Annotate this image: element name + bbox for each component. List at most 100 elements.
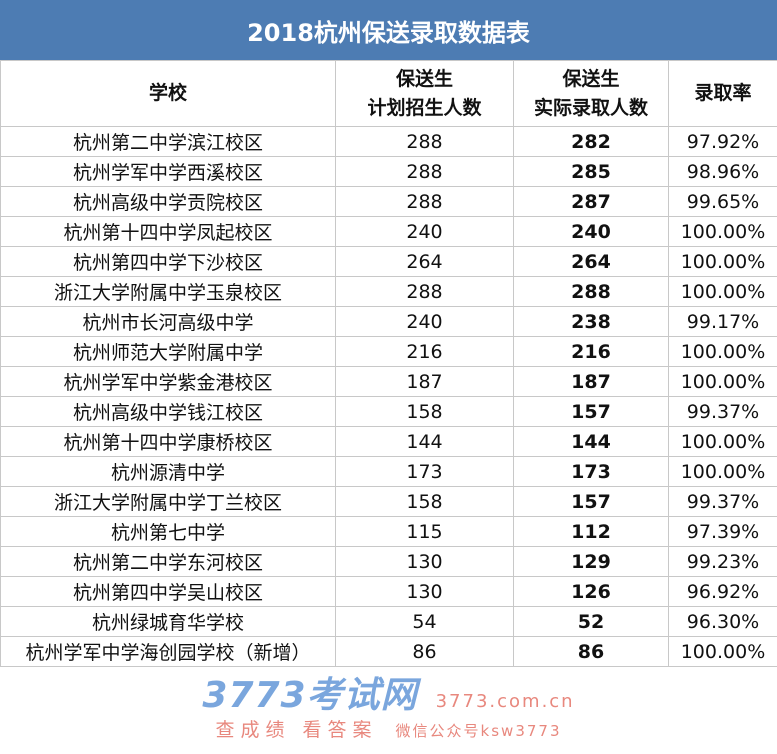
table-title: 2018杭州保送录取数据表 — [0, 0, 777, 60]
cell-actual: 112 — [513, 516, 669, 547]
watermark-line-2: 查成绩 看答案 微信公众号ksw3773 — [216, 717, 562, 743]
cell-school: 杭州学军中学紫金港校区 — [0, 366, 336, 397]
cell-rate: 100.00% — [668, 456, 777, 487]
cell-actual: 264 — [513, 246, 669, 277]
cell-actual: 240 — [513, 216, 669, 247]
watermark-url: 3773.com.cn — [435, 691, 575, 712]
table-row: 杭州第十四中学凤起校区 240 240 100.00% — [0, 216, 777, 247]
cell-school: 杭州第二中学滨江校区 — [0, 126, 336, 157]
cell-actual: 86 — [513, 636, 669, 667]
cell-rate: 96.30% — [668, 606, 777, 637]
cell-rate: 100.00% — [668, 246, 777, 277]
header-row: 学校 保送生计划招生人数 保送生实际录取人数 录取率 — [0, 60, 777, 127]
cell-rate: 97.39% — [668, 516, 777, 547]
header-planned-line1: 保送生 — [395, 67, 453, 90]
header-school: 学校 — [0, 60, 336, 127]
table-row: 杭州第十四中学康桥校区 144 144 100.00% — [0, 426, 777, 457]
cell-planned: 115 — [335, 516, 514, 547]
cell-school: 杭州第二中学东河校区 — [0, 546, 336, 577]
cell-planned: 130 — [335, 546, 514, 577]
table-row: 杭州学军中学紫金港校区 187 187 100.00% — [0, 366, 777, 397]
cell-school: 杭州师范大学附属中学 — [0, 336, 336, 367]
cell-rate: 98.96% — [668, 156, 777, 187]
table-row: 杭州学军中学西溪校区 288 285 98.96% — [0, 156, 777, 187]
cell-actual: 157 — [513, 486, 669, 517]
header-actual-line2: 实际录取人数 — [533, 96, 648, 119]
cell-planned: 216 — [335, 336, 514, 367]
cell-planned: 86 — [335, 636, 514, 667]
cell-actual: 285 — [513, 156, 669, 187]
header-rate: 录取率 — [668, 60, 777, 127]
cell-planned: 288 — [335, 156, 514, 187]
cell-actual: 282 — [513, 126, 669, 157]
cell-rate: 100.00% — [668, 366, 777, 397]
cell-actual: 288 — [513, 276, 669, 307]
cell-school: 杭州第七中学 — [0, 516, 336, 547]
cell-rate: 99.17% — [668, 306, 777, 337]
cell-actual: 216 — [513, 336, 669, 367]
cell-school: 杭州第十四中学凤起校区 — [0, 216, 336, 247]
cell-planned: 54 — [335, 606, 514, 637]
cell-planned: 288 — [335, 126, 514, 157]
cell-rate: 96.92% — [668, 576, 777, 607]
cell-planned: 264 — [335, 246, 514, 277]
cell-rate: 100.00% — [668, 336, 777, 367]
table-row: 杭州源清中学 173 173 100.00% — [0, 456, 777, 487]
watermark-line-1: 3773考试网 3773.com.cn — [202, 675, 574, 717]
cell-rate: 99.65% — [668, 186, 777, 217]
header-planned-line2: 计划招生人数 — [367, 96, 482, 119]
cell-planned: 158 — [335, 396, 514, 427]
admission-table: 学校 保送生 计划招生人数 保送生 实际录取人数 录取率 杭州第二中学滨江校区 288… — [0, 60, 777, 667]
table-row: 浙江大学附属中学丁兰校区 158 157 99.37% — [0, 486, 777, 517]
cell-actual: 126 — [513, 576, 669, 607]
cell-school: 浙江大学附属中学玉泉校区 — [0, 276, 336, 307]
cell-planned: 288 — [335, 186, 514, 217]
cell-rate: 100.00% — [668, 276, 777, 307]
cell-actual: 287 — [513, 186, 669, 217]
cell-planned: 240 — [335, 216, 514, 247]
cell-actual: 129 — [513, 546, 669, 577]
cell-planned: 240 — [335, 306, 514, 337]
cell-actual: 157 — [513, 396, 669, 427]
cell-school: 杭州学军中学海创园学校（新增） — [0, 636, 336, 667]
cell-school: 杭州第十四中学康桥校区 — [0, 426, 336, 457]
cell-actual: 238 — [513, 306, 669, 337]
table-row: 杭州第二中学东河校区 130 129 99.23% — [0, 546, 777, 577]
cell-rate: 100.00% — [668, 636, 777, 667]
cell-rate: 99.23% — [668, 546, 777, 577]
cell-planned: 158 — [335, 486, 514, 517]
watermark-slogan: 查成绩 看答案 — [215, 719, 378, 741]
cell-school: 杭州第四中学吴山校区 — [0, 576, 336, 607]
cell-planned: 144 — [335, 426, 514, 457]
cell-rate: 100.00% — [668, 216, 777, 247]
table-row: 杭州第四中学吴山校区 130 126 96.92% — [0, 576, 777, 607]
table-row: 杭州高级中学钱江校区 158 157 99.37% — [0, 396, 777, 427]
cell-rate: 97.92% — [668, 126, 777, 157]
table-row: 杭州第七中学 115 112 97.39% — [0, 516, 777, 547]
cell-school: 杭州市长河高级中学 — [0, 306, 336, 337]
table-row: 杭州市长河高级中学 240 238 99.17% — [0, 306, 777, 337]
cell-actual: 173 — [513, 456, 669, 487]
cell-school: 杭州学军中学西溪校区 — [0, 156, 336, 187]
cell-school: 浙江大学附属中学丁兰校区 — [0, 486, 336, 517]
cell-planned: 130 — [335, 576, 514, 607]
cell-school: 杭州高级中学贡院校区 — [0, 186, 336, 217]
table-row: 杭州绿城育华学校 54 52 96.30% — [0, 606, 777, 637]
cell-planned: 288 — [335, 276, 514, 307]
cell-rate: 100.00% — [668, 426, 777, 457]
cell-school: 杭州第四中学下沙校区 — [0, 246, 336, 277]
table-row: 浙江大学附属中学玉泉校区 288 288 100.00% — [0, 276, 777, 307]
table-row: 杭州高级中学贡院校区 288 287 99.65% — [0, 186, 777, 217]
header-planned: 保送生 计划招生人数 — [335, 60, 514, 127]
cell-planned: 173 — [335, 456, 514, 487]
cell-actual: 187 — [513, 366, 669, 397]
cell-actual: 52 — [513, 606, 669, 637]
watermark: 3773考试网 3773.com.cn 查成绩 看答案 微信公众号ksw3773 — [0, 667, 777, 751]
cell-rate: 99.37% — [668, 486, 777, 517]
watermark-logo: 3773考试网 — [202, 675, 418, 716]
cell-school: 杭州源清中学 — [0, 456, 336, 487]
header-actual-line1: 保送生 — [562, 67, 620, 90]
table-row: 杭州学军中学海创园学校（新增） 86 86 100.00% — [0, 636, 777, 667]
header-actual: 保送生 实际录取人数 — [513, 60, 669, 127]
cell-planned: 187 — [335, 366, 514, 397]
